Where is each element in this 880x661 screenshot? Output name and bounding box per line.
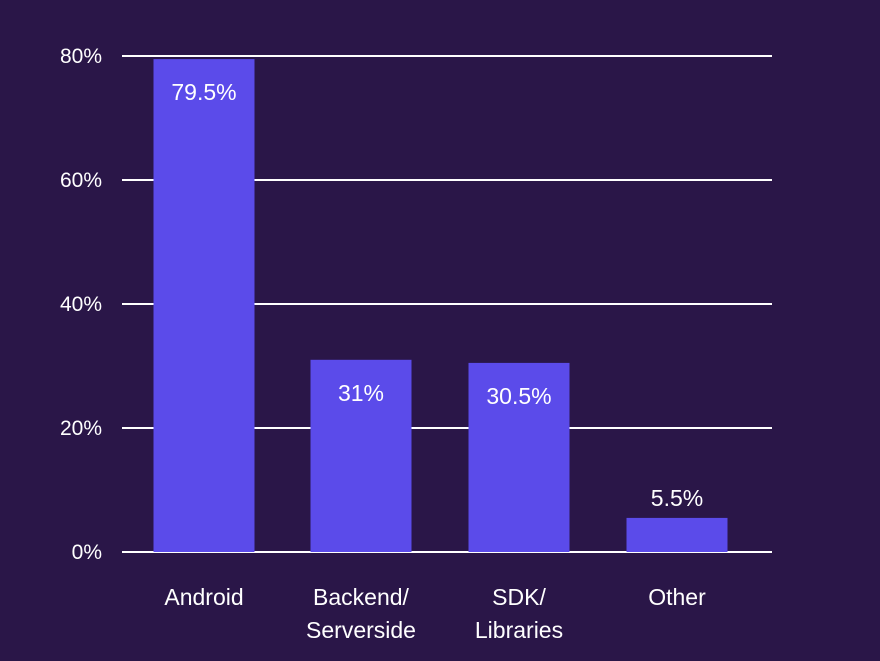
bar bbox=[626, 517, 728, 552]
y-tick-label: 80% bbox=[60, 45, 102, 68]
x-category-label: Backend/ bbox=[313, 584, 410, 610]
bar bbox=[468, 362, 570, 552]
bar-value-label: 31% bbox=[338, 380, 384, 406]
bar-value-label: 79.5% bbox=[171, 79, 236, 105]
bars bbox=[153, 59, 728, 552]
x-category-label: Android bbox=[164, 584, 243, 610]
bar bbox=[153, 59, 255, 552]
x-category-label: SDK/ bbox=[492, 584, 546, 610]
bar-value-label: 5.5% bbox=[651, 485, 703, 511]
x-category-label: Serverside bbox=[306, 617, 416, 643]
y-tick-label: 40% bbox=[60, 293, 102, 316]
y-tick-label: 60% bbox=[60, 169, 102, 192]
y-axis-ticks: 0% 20% 40% 60% 80% bbox=[60, 45, 102, 564]
data-labels: 79.5% 31% 30.5% 5.5% bbox=[171, 79, 703, 511]
x-axis-categories: Android Backend/Serverside SDK/Libraries Ot… bbox=[164, 584, 706, 643]
y-tick-label: 20% bbox=[60, 417, 102, 440]
x-category-label: Other bbox=[648, 584, 706, 610]
bar-value-label: 30.5% bbox=[486, 383, 551, 409]
x-category-label: Libraries bbox=[475, 617, 563, 643]
bar bbox=[310, 359, 412, 552]
y-tick-label: 0% bbox=[72, 541, 102, 564]
